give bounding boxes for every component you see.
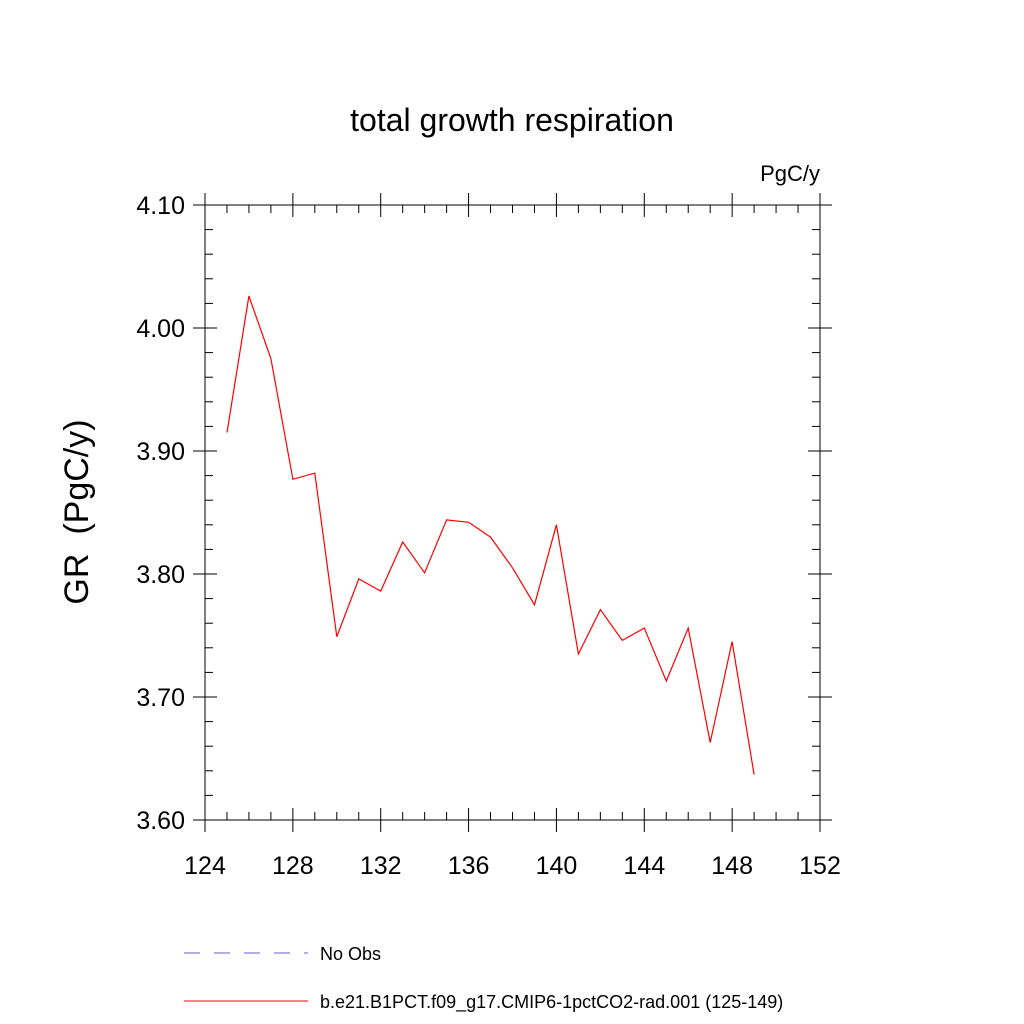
x-tick-label: 148 — [711, 852, 753, 880]
legend-label-no-obs: No Obs — [320, 944, 381, 964]
x-tick-label: 144 — [623, 852, 665, 880]
x-axis-ticks: 124 128 132 136 140 144 148 152 — [184, 193, 841, 880]
legend-label-series: b.e21.B1PCT.f09_g17.CMIP6-1pctCO2-rad.00… — [320, 992, 783, 1013]
plot-border — [204, 204, 821, 821]
y-tick-label: 3.90 — [136, 438, 185, 466]
x-tick-label: 132 — [360, 852, 402, 880]
x-tick-label: 152 — [799, 852, 841, 880]
y-axis-label: GR (PgC/y) — [58, 419, 96, 604]
series-line — [226, 295, 755, 775]
legend: No Obs b.e21.B1PCT.f09_g17.CMIP6-1pctCO2… — [184, 944, 783, 1013]
y-tick-label: 4.00 — [136, 315, 185, 343]
y-tick-label: 4.10 — [136, 192, 185, 220]
units-label: PgC/y — [760, 161, 820, 186]
x-tick-label: 124 — [184, 852, 226, 880]
series-layer — [226, 295, 755, 775]
y-tick-label: 3.80 — [136, 561, 185, 589]
x-tick-label: 140 — [536, 852, 578, 880]
y-tick-label: 3.60 — [136, 807, 185, 835]
y-tick-label: 3.70 — [136, 684, 185, 712]
x-tick-label: 128 — [272, 852, 314, 880]
plot-frame — [204, 204, 821, 821]
y-axis-ticks: 3.60 3.70 3.80 3.90 4.00 4.10 — [136, 192, 832, 835]
x-tick-label: 136 — [448, 852, 490, 880]
chart-title: total growth respiration — [350, 102, 674, 138]
